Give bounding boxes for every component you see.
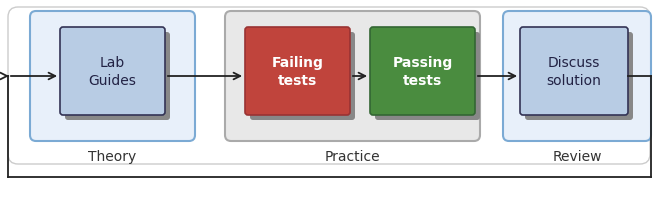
FancyBboxPatch shape xyxy=(525,33,633,120)
FancyBboxPatch shape xyxy=(60,28,165,115)
FancyBboxPatch shape xyxy=(225,12,480,141)
FancyBboxPatch shape xyxy=(245,28,350,115)
Text: Theory: Theory xyxy=(88,149,136,163)
FancyBboxPatch shape xyxy=(370,28,475,115)
Text: Passing
tests: Passing tests xyxy=(393,55,453,88)
Text: Lab
Guides: Lab Guides xyxy=(88,55,137,88)
FancyBboxPatch shape xyxy=(250,33,355,120)
Text: Failing
tests: Failing tests xyxy=(271,55,323,88)
Text: Review: Review xyxy=(552,149,602,163)
FancyBboxPatch shape xyxy=(503,12,651,141)
Text: Practice: Practice xyxy=(324,149,380,163)
FancyBboxPatch shape xyxy=(65,33,170,120)
FancyBboxPatch shape xyxy=(30,12,195,141)
FancyBboxPatch shape xyxy=(8,8,650,164)
FancyBboxPatch shape xyxy=(375,33,480,120)
Text: Discuss
solution: Discuss solution xyxy=(546,55,601,88)
FancyBboxPatch shape xyxy=(520,28,628,115)
